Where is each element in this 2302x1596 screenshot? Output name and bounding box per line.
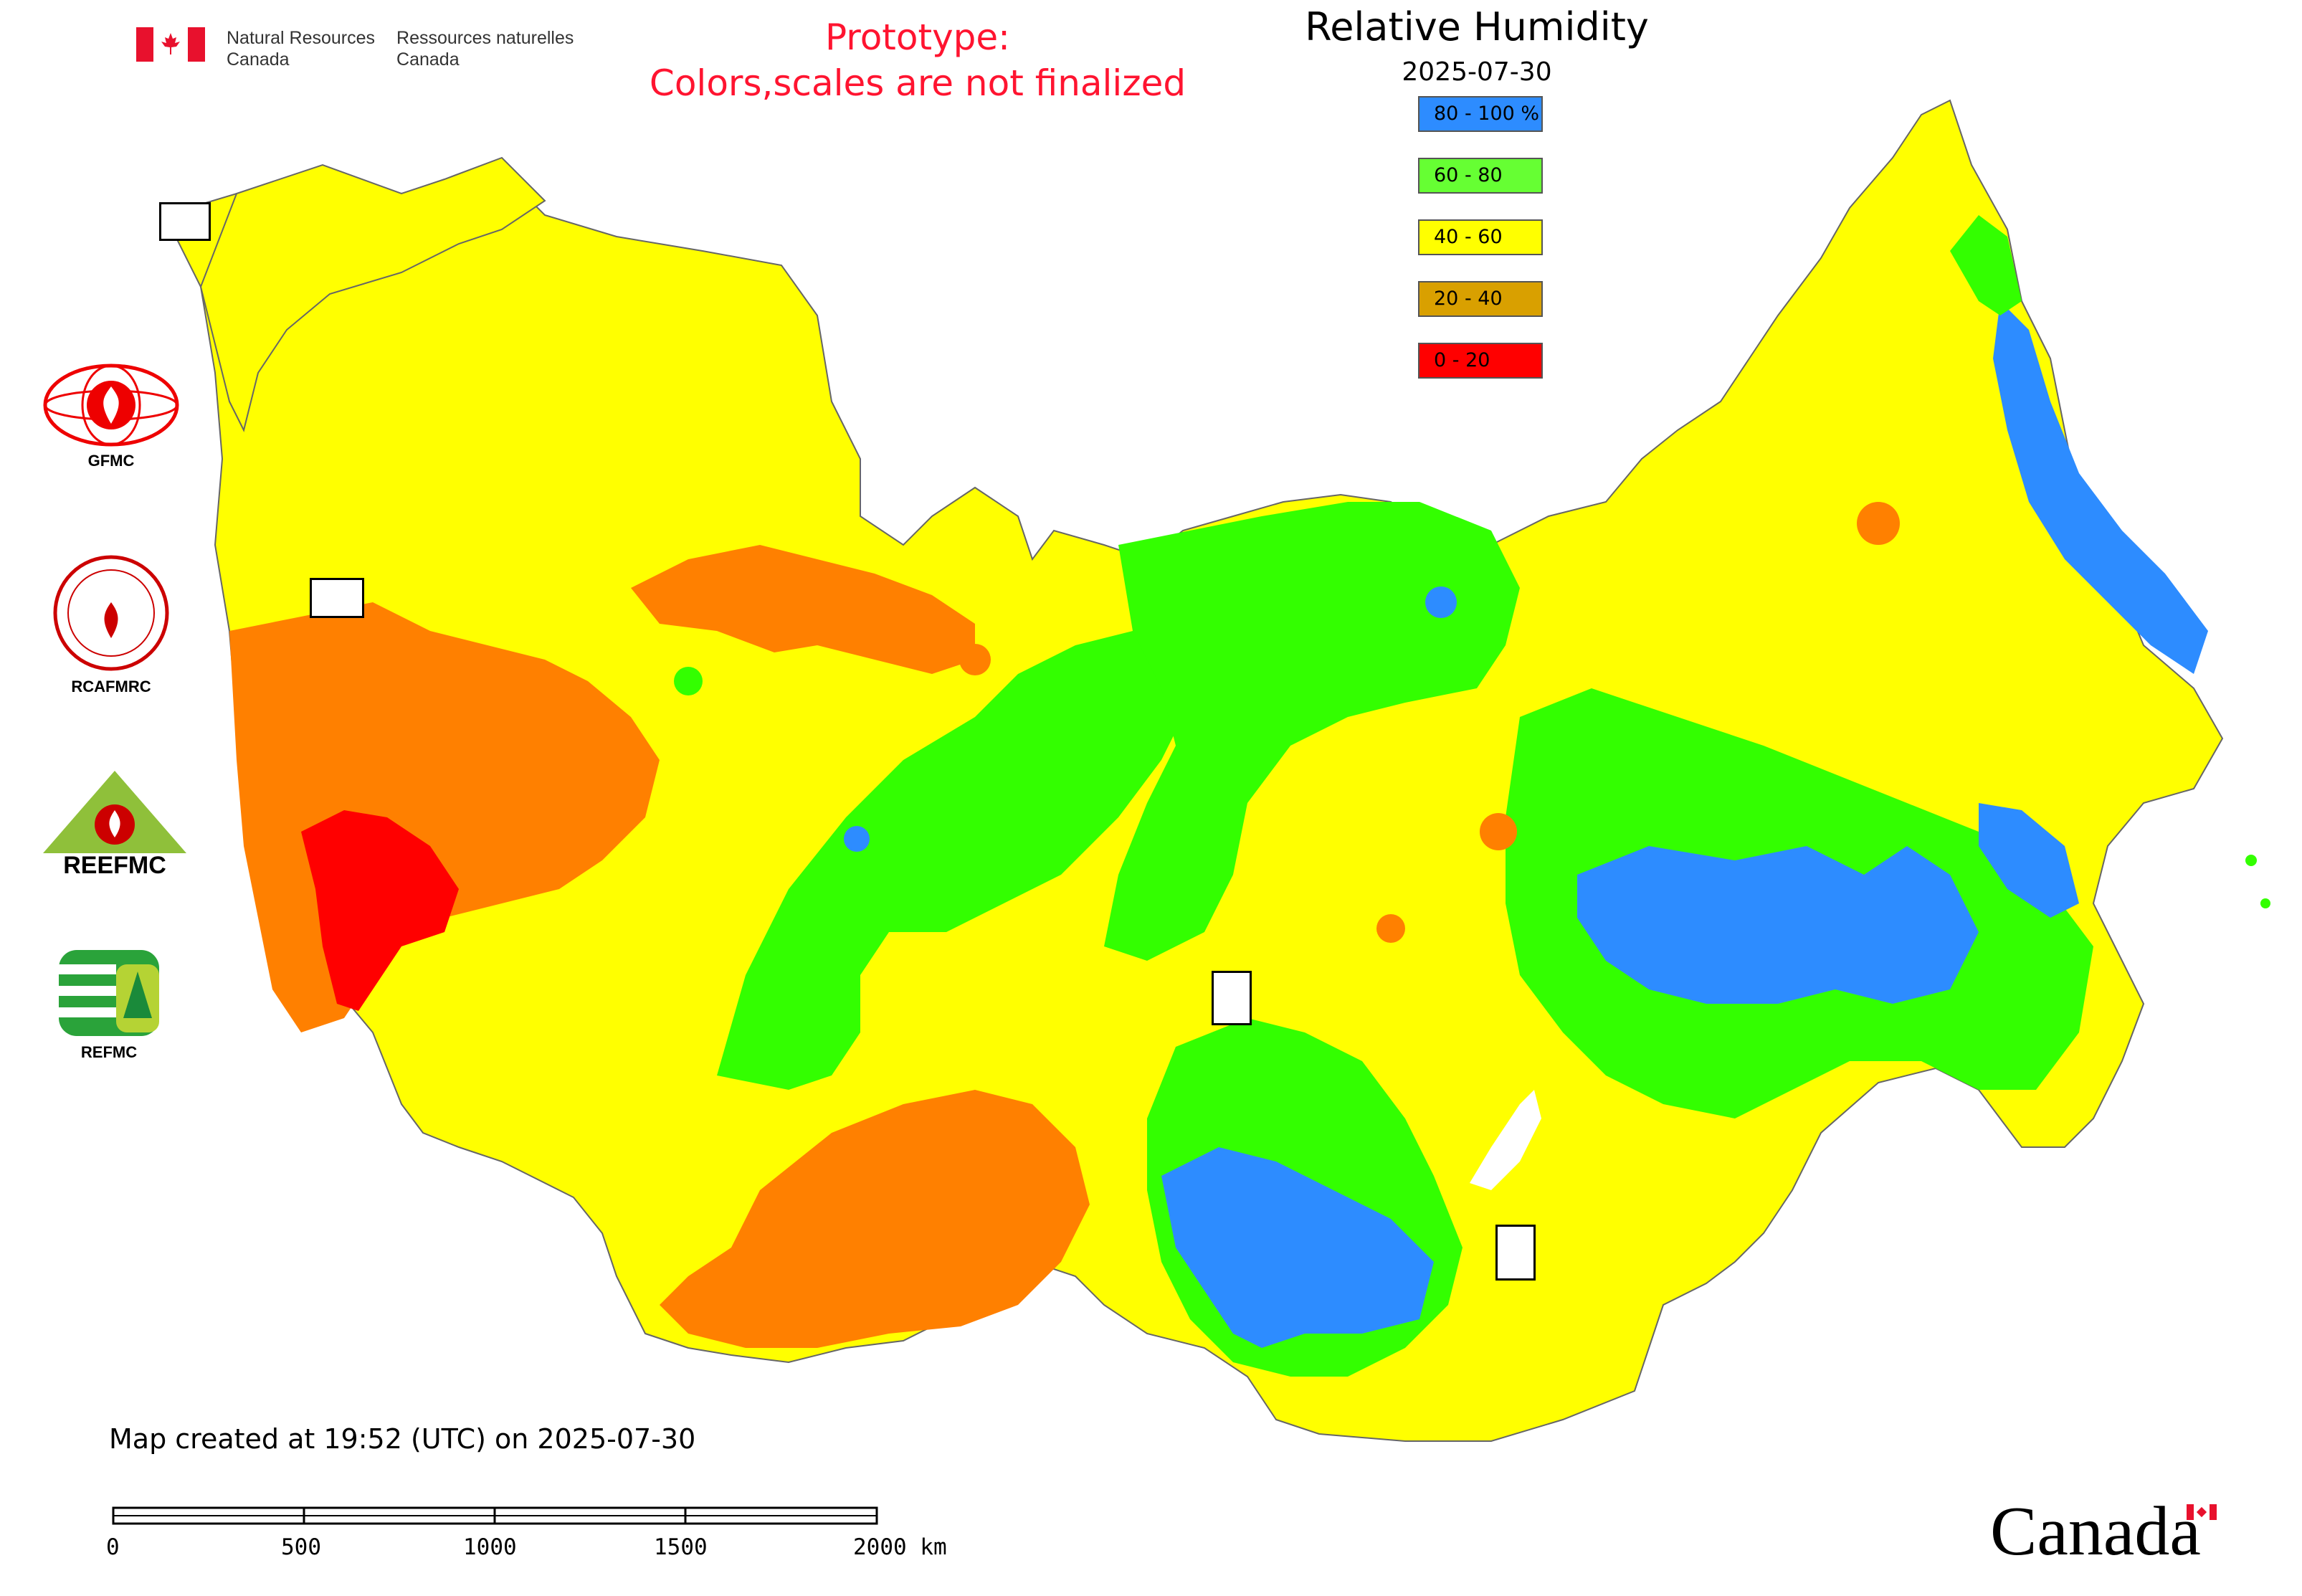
blob-orange [959,644,991,675]
rcafmrc-logo: RCAFMRC [43,552,179,696]
blob-blue [844,826,870,852]
gfmc-globe-icon [43,364,179,447]
region-green-westsib [717,631,1190,1090]
region-blue-kamchatka [1993,301,2208,674]
canada-wordmark-text: Canada [1990,1493,2201,1570]
nrcan-signature: Natural Resources Canada Ressources natu… [136,27,574,70]
lake-baikal [1470,1090,1541,1190]
blob-orange [1857,502,1900,545]
blob-blue [1425,586,1457,618]
scale-label-2000: 2000 km [853,1534,947,1560]
gfmc-label: GFMC [87,452,135,470]
reefmc-station-marker [310,578,364,618]
scale-label-0: 0 [106,1534,120,1560]
gfmc-logo: GFMC [39,362,183,470]
reefmc-triangle-icon [43,771,186,853]
canada-wordmark: Canada [1990,1491,2201,1572]
scale-label-1000: 1000 [463,1534,517,1560]
land-scandinavia [199,156,546,432]
map-title: Relative Humidity [1305,4,1649,49]
legend-item-20-40: 20 - 40 [1418,281,1543,317]
blob-orange [1376,914,1405,943]
legend-item-0-20: 0 - 20 [1418,343,1543,379]
region-red [301,810,459,1011]
prototype-line2: Colors,scales are not finalized [649,62,1186,104]
legend-item-80-100: 80 - 100 % [1418,96,1543,132]
canada-flag-icon [136,27,205,62]
blob-green [674,667,703,695]
nrcan-english: Natural Resources Canada [227,28,376,70]
prototype-notice: Prototype: Colors,scales are not finaliz… [645,14,1190,106]
scale-label-500: 500 [281,1534,321,1560]
refmc-emblem-icon [59,950,159,1036]
region-blue-amur [1979,803,2079,918]
region-orange-north [631,545,975,674]
canada-wordmark-flag-icon [2187,1504,2217,1520]
nrcan-french: Ressources naturelles Canada [396,28,574,70]
rcafmrc-station-marker [1495,1225,1536,1281]
region-blue-east [1577,846,1979,1004]
map-created-note: Map created at 19:52 (UTC) on 2025-07-30 [109,1423,696,1455]
refmc-station-marker [1212,971,1252,1025]
region-blue-south [1161,1147,1434,1348]
reefmc-logo: REEFMC [36,767,194,879]
refmc-label: REFMC [80,1043,138,1061]
scale-label-1500: 1500 [654,1534,708,1560]
map-date: 2025-07-30 [1402,57,1552,87]
legend-item-40-60: 40 - 60 [1418,219,1543,255]
blob-orange [1480,813,1517,850]
region-green-northeast [1950,215,2022,315]
gfmc-station-marker [159,202,211,241]
prototype-line1: Prototype: [824,16,1011,58]
refmc-logo: REFMC [44,946,173,1062]
reefmc-wordmark: REEFMC [63,852,166,879]
legend: 80 - 100 % 60 - 80 40 - 60 20 - 40 0 - 2… [1418,96,1547,404]
island-dot [2245,855,2257,866]
rcafmrc-label: RCAFMRC [71,678,151,695]
region-orange-south [660,1090,1090,1348]
island-dot [2260,898,2270,908]
legend-item-60-80: 60 - 80 [1418,158,1543,194]
region-green-centsib [1104,502,1520,961]
rcafmrc-emblem-icon [53,555,169,671]
scale-bar [112,1506,878,1525]
